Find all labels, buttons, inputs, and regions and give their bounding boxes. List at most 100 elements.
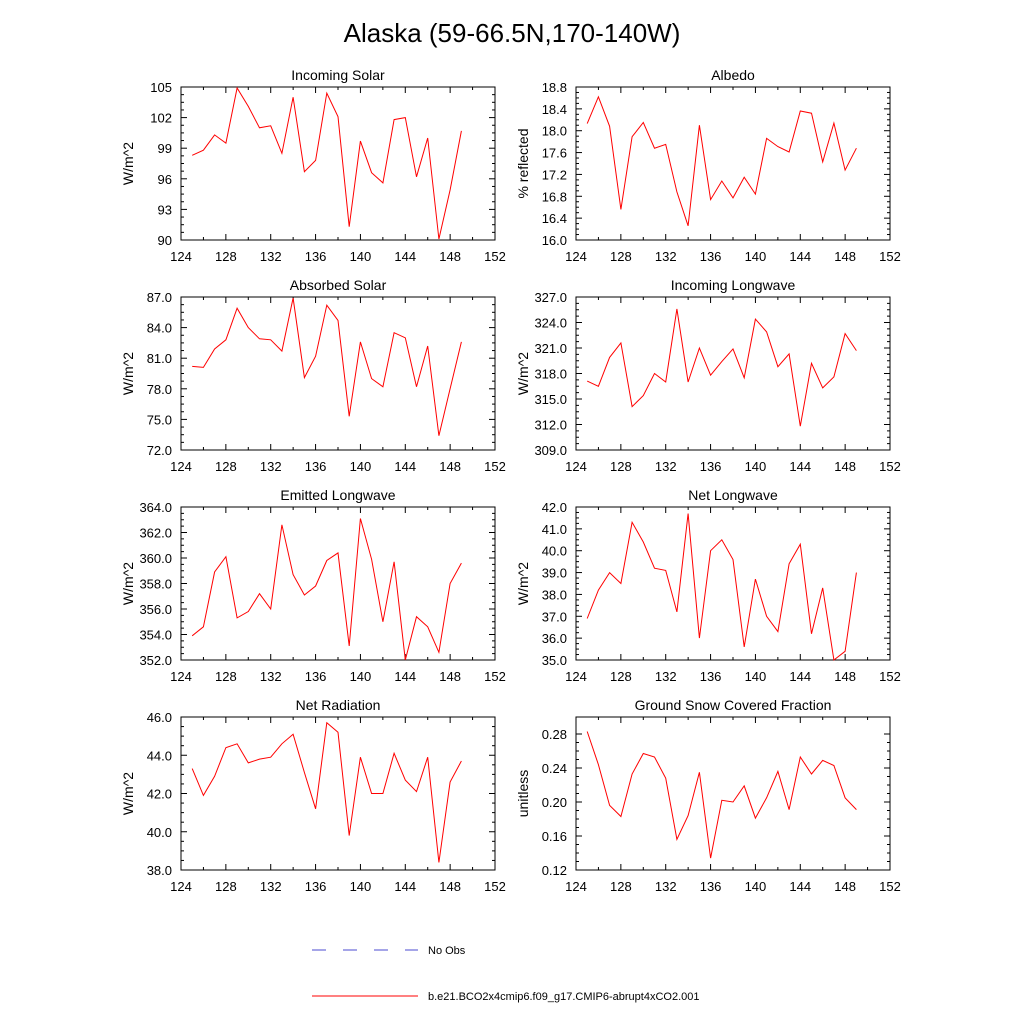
- y-tick-label: 102: [150, 111, 172, 126]
- x-tick-label: 140: [350, 669, 372, 684]
- x-tick-label: 144: [789, 249, 811, 264]
- y-tick-label: 358.0: [139, 577, 172, 592]
- y-tick-label: 18.0: [542, 124, 567, 139]
- y-tick-label: 0.12: [542, 863, 567, 878]
- x-tick-label: 136: [305, 669, 327, 684]
- x-tick-label: 124: [565, 879, 587, 894]
- y-tick-label: 99: [158, 141, 172, 156]
- y-tick-label: 44.0: [147, 748, 172, 763]
- x-tick-label: 148: [439, 459, 461, 474]
- x-tick-label: 132: [260, 669, 282, 684]
- x-tick-label: 144: [394, 879, 416, 894]
- y-tick-label: 0.28: [542, 727, 567, 742]
- y-tick-label: 81.0: [147, 351, 172, 366]
- x-tick-label: 148: [834, 249, 856, 264]
- y-axis-label: W/m^2: [515, 562, 531, 605]
- y-tick-label: 352.0: [139, 653, 172, 668]
- y-tick-label: 78.0: [147, 382, 172, 397]
- series-line: [586, 308, 857, 427]
- x-tick-label: 132: [655, 459, 677, 474]
- x-tick-label: 144: [789, 459, 811, 474]
- y-tick-label: 40.0: [147, 825, 172, 840]
- y-axis-label: W/m^2: [120, 352, 136, 395]
- x-tick-label: 132: [260, 879, 282, 894]
- y-tick-label: 37.0: [542, 609, 567, 624]
- x-tick-label: 124: [565, 669, 587, 684]
- y-tick-label: 315.0: [534, 392, 567, 407]
- x-tick-label: 128: [610, 249, 632, 264]
- chart-panel: Albedo % reflected 124 128 132 136 140 144 148 15…: [515, 67, 901, 264]
- x-tick-label: 124: [170, 249, 192, 264]
- x-tick-label: 140: [350, 879, 372, 894]
- x-tick-label: 132: [655, 669, 677, 684]
- x-tick-label: 152: [484, 669, 506, 684]
- x-tick-label: 132: [655, 879, 677, 894]
- x-tick-label: 140: [745, 669, 767, 684]
- plot-frame: [575, 716, 891, 871]
- x-tick-label: 148: [834, 879, 856, 894]
- y-axis-label: unitless: [515, 770, 531, 817]
- plot-frame: [180, 86, 496, 241]
- y-tick-label: 16.4: [542, 211, 567, 226]
- panels: Incoming Solar W/m^2 124 128 132 136 140 144 148…: [120, 67, 901, 894]
- x-tick-label: 132: [655, 249, 677, 264]
- x-tick-label: 136: [700, 249, 722, 264]
- x-tick-label: 136: [700, 459, 722, 474]
- plot-frame: [575, 296, 891, 451]
- x-tick-label: 148: [834, 459, 856, 474]
- y-axis-label: W/m^2: [120, 142, 136, 185]
- series-line: [191, 721, 462, 863]
- panel-title: Incoming Longwave: [671, 277, 796, 293]
- x-tick-label: 148: [439, 669, 461, 684]
- y-tick-label: 0.16: [542, 829, 567, 844]
- x-tick-label: 128: [610, 459, 632, 474]
- plot-frame: [180, 506, 496, 661]
- y-axis-label: % reflected: [515, 128, 531, 198]
- y-tick-label: 0.20: [542, 795, 567, 810]
- legend-obs-label: No Obs: [428, 945, 466, 957]
- y-tick-label: 18.8: [542, 80, 567, 95]
- chart-panel: Net Longwave W/m^2 124 128 132 136 140 144 148 15…: [515, 487, 901, 684]
- y-tick-label: 324.0: [534, 316, 567, 331]
- plot-frame: [575, 506, 891, 661]
- y-tick-label: 318.0: [534, 367, 567, 382]
- y-tick-label: 18.4: [542, 102, 567, 117]
- y-tick-label: 321.0: [534, 341, 567, 356]
- y-tick-label: 39.0: [542, 566, 567, 581]
- y-tick-label: 38.0: [542, 587, 567, 602]
- series-line: [586, 731, 857, 859]
- y-axis-label: W/m^2: [515, 352, 531, 395]
- y-tick-label: 42.0: [542, 500, 567, 515]
- y-tick-label: 354.0: [139, 628, 172, 643]
- x-tick-label: 152: [484, 249, 506, 264]
- x-tick-label: 128: [610, 669, 632, 684]
- chart-panel: Incoming Longwave W/m^2 124 128 132 136 140 144…: [515, 277, 901, 474]
- chart-panel: Absorbed Solar W/m^2 124 128 132 136 140 144 148…: [120, 277, 506, 474]
- panel-title: Ground Snow Covered Fraction: [635, 697, 832, 713]
- plot-frame: [575, 86, 891, 241]
- x-tick-label: 136: [700, 669, 722, 684]
- panel-title: Net Radiation: [296, 697, 381, 713]
- series-line: [191, 86, 462, 240]
- chart-panel: Ground Snow Covered Fraction unitless 124 1…: [515, 697, 901, 894]
- y-tick-label: 87.0: [147, 290, 172, 305]
- y-tick-label: 40.0: [542, 544, 567, 559]
- x-tick-label: 140: [745, 879, 767, 894]
- x-tick-label: 152: [879, 459, 901, 474]
- x-tick-label: 128: [215, 669, 237, 684]
- y-tick-label: 105: [150, 80, 172, 95]
- x-tick-label: 148: [439, 249, 461, 264]
- x-tick-label: 124: [565, 249, 587, 264]
- plot-frame: [180, 716, 496, 871]
- y-tick-label: 72.0: [147, 443, 172, 458]
- x-tick-label: 124: [170, 459, 192, 474]
- x-tick-label: 136: [305, 879, 327, 894]
- y-tick-label: 75.0: [147, 412, 172, 427]
- x-tick-label: 128: [215, 459, 237, 474]
- x-tick-label: 132: [260, 459, 282, 474]
- x-tick-label: 136: [305, 249, 327, 264]
- y-tick-label: 84.0: [147, 321, 172, 336]
- panel-title: Emitted Longwave: [280, 487, 395, 503]
- x-tick-label: 148: [439, 879, 461, 894]
- y-tick-label: 16.0: [542, 233, 567, 248]
